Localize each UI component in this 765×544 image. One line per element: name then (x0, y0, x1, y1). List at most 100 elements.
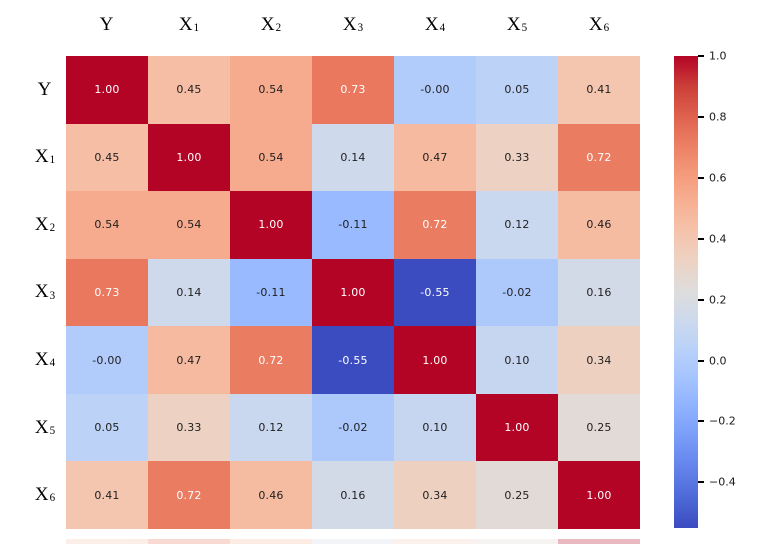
strip-segment (312, 539, 394, 544)
label-base: X (34, 349, 49, 371)
heatmap-cell: 0.73 (66, 258, 148, 327)
label-base: X (506, 14, 521, 35)
colorbar-tick-label: 0.2 (709, 293, 727, 307)
heatmap-cell: 0.72 (394, 191, 476, 259)
heatmap-cell: 0.33 (476, 123, 558, 192)
label-subscript: 1 (49, 154, 56, 167)
heatmap-cell: 0.05 (66, 393, 148, 462)
heatmap-cell: 0.41 (558, 56, 640, 124)
label-subscript: 6 (603, 22, 610, 35)
strip-segment (66, 539, 148, 544)
heatmap-cell: 0.14 (148, 258, 230, 327)
label-base: X (34, 281, 49, 303)
heatmap-cell: 0.73 (312, 56, 394, 124)
heatmap-cell: 0.54 (66, 191, 148, 259)
colorbar-tick-mark (698, 298, 704, 301)
heatmap-cell: 0.41 (66, 461, 148, 529)
strip-segment (394, 539, 476, 544)
heatmap-cell: 0.47 (148, 326, 230, 394)
label-base: X (178, 14, 193, 35)
colorbar-tick-label: 0.4 (709, 232, 727, 246)
strip-segment (148, 539, 230, 544)
label-base: Y (37, 78, 52, 100)
colorbar-gradient (674, 56, 698, 528)
heatmap-cell: 1.00 (394, 326, 476, 394)
colorbar-tick-label: 0.0 (709, 354, 727, 368)
heatmap-cell: 0.72 (230, 326, 312, 394)
heatmap-cell: 0.12 (230, 393, 312, 462)
row-label: Y (16, 56, 74, 124)
label-subscript: 5 (521, 22, 528, 35)
heatmap-cell: 0.05 (476, 56, 558, 124)
heatmap-cell: 0.10 (394, 393, 476, 462)
colorbar-tick-mark (698, 237, 704, 240)
label-subscript: 5 (49, 424, 56, 437)
heatmap-cell: 0.46 (558, 191, 640, 259)
label-base: X (342, 14, 357, 35)
heatmap-cell: 0.33 (148, 393, 230, 462)
heatmap-cell: 0.16 (558, 258, 640, 327)
colorbar-tick-mark (698, 420, 704, 423)
heatmap-cell: 0.25 (476, 461, 558, 529)
heatmap-cell: 0.72 (558, 123, 640, 192)
label-subscript: 2 (49, 222, 56, 234)
heatmap-cell: 1.00 (558, 461, 640, 529)
heatmap-cell: 0.47 (394, 123, 476, 192)
heatmap-cell: -0.11 (230, 258, 312, 327)
heatmap-cell: 0.45 (66, 123, 148, 192)
heatmap-cell: 0.54 (230, 56, 312, 124)
heatmap-cell: -0.00 (394, 56, 476, 124)
heatmap-cell: 1.00 (476, 393, 558, 462)
label-subscript: 4 (49, 357, 56, 370)
strip-segment (558, 539, 640, 544)
label-subscript: 6 (49, 492, 56, 505)
heatmap-cell: 0.34 (394, 461, 476, 529)
heatmap-cell: -0.00 (66, 326, 148, 394)
label-base: X (34, 213, 49, 235)
colorbar-tick-label: −0.2 (709, 414, 736, 428)
heatmap-cell: 0.54 (148, 191, 230, 259)
label-base: Y (99, 14, 114, 35)
heatmap-cell: 0.34 (558, 326, 640, 394)
colorbar-tick-label: 0.8 (709, 110, 727, 124)
label-subscript: 3 (357, 22, 364, 35)
label-subscript: 3 (49, 289, 56, 302)
label-base: X (588, 14, 603, 35)
label-subscript: 1 (193, 22, 200, 35)
heatmap-cell: 1.00 (66, 56, 148, 124)
heatmap-cell: -0.11 (312, 191, 394, 259)
label-base: X (34, 484, 49, 506)
label-subscript: 2 (275, 22, 282, 35)
heatmap-cell: 1.00 (148, 123, 230, 192)
label-base: X (34, 416, 49, 438)
strip-segment (230, 539, 312, 544)
colorbar: 1.0 0.8 0.6 0.4 0.2 0.0 −0.2 −0.4 (674, 50, 736, 528)
heatmap-cell: 0.16 (312, 461, 394, 529)
heatmap-cell: 0.10 (476, 326, 558, 394)
heatmap-cell: 1.00 (230, 191, 312, 259)
colorbar-tick-mark (698, 359, 704, 362)
cropped-next-figure-strip (66, 539, 640, 544)
heatmap-cell: 0.12 (476, 191, 558, 259)
heatmap-cell: 0.25 (558, 393, 640, 462)
label-base: X (424, 14, 439, 35)
heatmap-cell: 0.54 (230, 123, 312, 192)
colorbar-tick-mark (698, 176, 704, 179)
label-base: X (260, 14, 275, 35)
heatmap-cell: 0.14 (312, 123, 394, 192)
colorbar-tick-mark (698, 115, 704, 118)
